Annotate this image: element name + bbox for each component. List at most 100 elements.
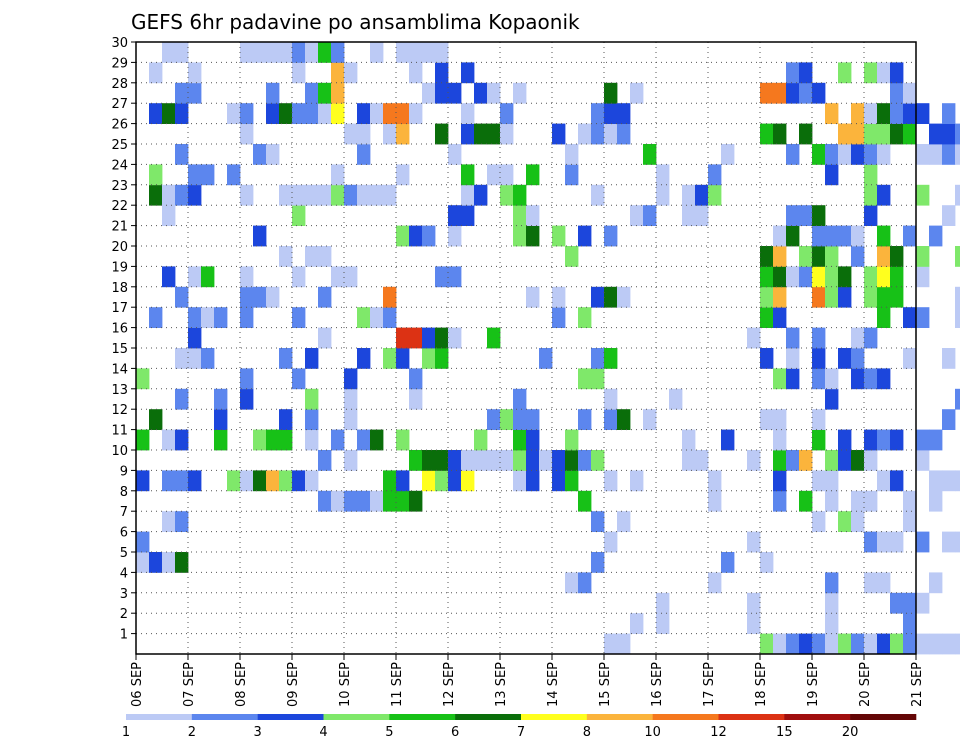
heatmap-cell: [253, 144, 267, 165]
heatmap-cell: [591, 348, 605, 369]
heatmap-cell: [955, 123, 960, 145]
heatmap-cell: [578, 123, 592, 145]
heatmap-cell: [318, 490, 332, 512]
heatmap-cell: [656, 592, 670, 614]
heatmap-cell: [812, 429, 826, 451]
heatmap-cell: [461, 450, 475, 471]
heatmap-cell: [955, 307, 960, 328]
colorbar-segment: [586, 714, 653, 720]
heatmap-cell: [916, 450, 930, 471]
heatmap-cell: [903, 511, 917, 532]
heatmap-cell: [487, 164, 501, 186]
heatmap-cell: [513, 409, 527, 430]
heatmap-cell: [604, 225, 618, 247]
heatmap-cell: [838, 144, 852, 165]
heatmap-cell: [435, 327, 449, 349]
heatmap-cell: [396, 429, 410, 451]
heatmap-cell: [604, 348, 618, 369]
heatmap-cell: [578, 225, 592, 247]
heatmap-cell: [305, 82, 319, 104]
heatmap-cell: [227, 470, 241, 492]
heatmap-cell: [175, 82, 189, 104]
y-tick-label: 25: [111, 138, 128, 153]
y-tick-label: 18: [111, 281, 128, 296]
heatmap-cell: [773, 286, 787, 308]
heatmap-cell: [318, 103, 332, 124]
heatmap-cell: [175, 42, 189, 63]
heatmap-cell: [396, 348, 410, 369]
heatmap-cell: [526, 450, 540, 471]
heatmap-cell: [929, 123, 943, 145]
heatmap-cell: [916, 531, 930, 553]
heatmap-cell: [825, 266, 839, 288]
heatmap-cell: [448, 450, 462, 471]
heatmap-cell: [409, 388, 423, 410]
heatmap-cell: [266, 42, 280, 63]
heatmap-cell: [656, 613, 670, 634]
heatmap-cell: [331, 82, 345, 104]
heatmap-cell: [877, 144, 891, 165]
heatmap-cell: [448, 327, 462, 349]
heatmap-cell: [604, 82, 618, 104]
heatmap-cell: [825, 103, 839, 124]
heatmap-cell: [162, 429, 176, 451]
heatmap-cell: [292, 42, 306, 63]
heatmap-cell: [656, 184, 670, 206]
x-tick-label: 20 SEP: [858, 662, 873, 707]
colorbar-label: 3: [254, 725, 262, 740]
heatmap-cell: [266, 144, 280, 165]
heatmap-cell: [682, 450, 696, 471]
heatmap-cell: [396, 225, 410, 247]
heatmap-cell: [617, 511, 631, 532]
heatmap-cell: [487, 327, 501, 349]
heatmap-cell: [526, 429, 540, 451]
heatmap-cell: [786, 450, 800, 471]
heatmap-cell: [812, 266, 826, 288]
heatmap-cell: [305, 348, 319, 369]
heatmap-cell: [201, 348, 215, 369]
heatmap-cell: [812, 144, 826, 165]
heatmap-cell: [916, 429, 930, 451]
heatmap-cell: [422, 470, 436, 492]
heatmap-cell: [565, 429, 579, 451]
heatmap-cell: [864, 327, 878, 349]
heatmap-cell: [890, 123, 904, 145]
heatmap-cell: [773, 246, 787, 267]
heatmap-cell: [305, 388, 319, 410]
heatmap-cell: [565, 164, 579, 186]
heatmap-cell: [214, 429, 228, 451]
heatmap-cell: [435, 82, 449, 104]
heatmap-cell: [955, 184, 960, 206]
colorbar-label: 4: [319, 725, 327, 740]
colorbar-label: 10: [644, 725, 661, 740]
colorbar-label: 5: [385, 725, 393, 740]
heatmap-cell: [812, 368, 826, 390]
heatmap-cell: [929, 470, 943, 492]
colorbar: 1 2 3 4 5 6 7 8 10 12 15 20: [122, 714, 917, 740]
heatmap-cell: [877, 531, 891, 553]
heatmap-cell: [435, 42, 449, 63]
heatmap-cell: [188, 266, 202, 288]
x-tick-label: 14 SEP: [546, 662, 561, 707]
heatmap-cell: [617, 123, 631, 145]
heatmap-cell: [591, 552, 605, 573]
y-tick-label: 27: [111, 97, 128, 112]
heatmap-cell: [825, 633, 839, 655]
heatmap-cell: [942, 633, 956, 655]
heatmap-cell: [786, 205, 800, 226]
heatmap-cell: [942, 205, 956, 226]
x-tick-label: 13 SEP: [494, 662, 509, 707]
heatmap-cell: [864, 572, 878, 594]
heatmap-cell: [942, 531, 956, 553]
heatmap-cell: [656, 164, 670, 186]
heatmap-cell: [812, 348, 826, 369]
heatmap-cell: [552, 470, 566, 492]
heatmap-cell: [591, 184, 605, 206]
heatmap-cell: [604, 286, 618, 308]
heatmap-cell: [890, 62, 904, 84]
heatmap-cell: [903, 490, 917, 512]
heatmap-cell: [461, 205, 475, 226]
heatmap-cell: [877, 266, 891, 288]
heatmap-cell: [396, 327, 410, 349]
heatmap-cell: [773, 490, 787, 512]
